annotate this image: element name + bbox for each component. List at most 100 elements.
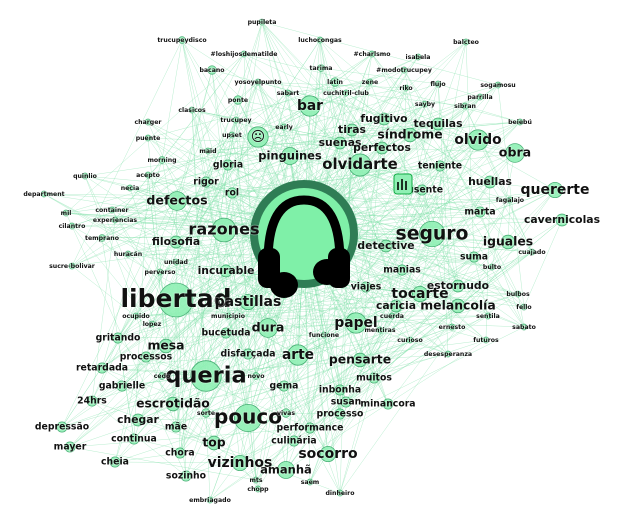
edge-line [61,53,245,428]
graph-node [334,384,346,396]
edge-line [91,119,237,402]
graph-node [451,279,465,293]
graph-node [555,213,569,227]
central-hub [250,180,358,298]
graph-node [112,332,124,344]
graph-node [434,80,442,88]
graph-node [124,250,132,258]
graph-node [444,350,452,358]
edge-line [369,81,433,235]
node-label: fagalajo [496,197,524,204]
edge-line [391,241,509,317]
node-label: puente [136,135,161,142]
node-label: early [275,124,293,131]
node-label: tiras [338,123,366,136]
graph-node [281,408,291,418]
graph-node [336,489,344,497]
node-label: curioso [397,337,422,344]
edge-line [334,81,423,191]
graph-node [254,78,262,86]
node-label: bulbos [506,291,530,298]
node-label: detective [357,239,414,252]
edge-line [114,21,263,463]
edge-line [319,39,341,144]
edge-line [371,53,525,328]
edge-line [489,181,533,253]
edge-line [179,332,227,454]
graph-node [68,262,76,270]
edge-line [227,69,405,166]
edge-line [283,121,521,387]
graph-node [240,50,248,58]
edge-line [491,189,556,268]
node-label: pupileta [248,19,277,26]
graph-node [416,184,428,196]
node-label: flujo [430,81,445,88]
node-label: marta [464,207,495,218]
edge-line [383,41,467,120]
node-label: container [95,207,129,214]
edge-line [114,461,241,464]
graph-node [158,282,194,318]
graph-node [352,352,368,368]
graph-node [505,143,525,163]
edge-line [101,367,295,442]
edge-line [309,189,423,483]
node-label: retardada [76,363,128,374]
graph-node [520,303,528,311]
graph-node [317,64,325,72]
graph-node [360,281,372,293]
graph-node [411,285,429,303]
graph-node [68,222,76,230]
node-label: bacano [199,67,224,74]
node-label: unidad [164,259,188,266]
node-label: yosoyelpunto [234,79,281,86]
node-label: necia [121,185,140,192]
edge-line [359,81,371,166]
node-label: queria [165,363,246,389]
edge-line [231,192,341,494]
node-label: melancolía [420,298,495,313]
graph-node [170,421,182,433]
sad-face-icon: ☹ [251,129,265,145]
graph-node [144,134,152,142]
node-label: balcteo [453,39,479,46]
node-label: beiebú [508,118,532,126]
graph-node [366,78,374,86]
node-label: sogamosu [480,82,515,89]
hand-sign-icon [393,173,413,195]
graph-node [204,147,212,155]
graph-node [281,147,299,165]
node-label: filosofia [152,235,200,248]
node-label: zene [362,79,378,86]
edge-line [43,193,178,202]
edge-line [114,452,181,463]
edge-line [387,266,493,405]
edge-line [191,109,207,377]
graph-node [421,100,429,108]
node-label: quinlio [73,173,97,180]
node-label: papel [334,315,377,331]
graph-node [528,248,536,256]
graph-node [174,447,186,459]
edge-line [101,367,207,377]
node-label: processo [317,409,364,420]
edge-line [175,181,207,301]
graph-node [62,209,70,217]
edge-line [71,225,153,325]
edge-line [424,103,519,295]
edge-line [309,481,341,494]
edge-line [121,81,371,387]
graph-node [220,327,232,339]
graph-node [233,95,243,105]
edge-line [145,266,493,358]
node-label: tarima [310,65,333,72]
edge-line [261,21,499,86]
graph-node [96,362,108,374]
node-label: culinária [271,436,316,447]
edge-line [401,269,487,341]
edge-line [523,219,563,308]
graph-node [211,217,237,243]
edge-line [175,245,387,428]
node-label: perverso [145,269,176,276]
